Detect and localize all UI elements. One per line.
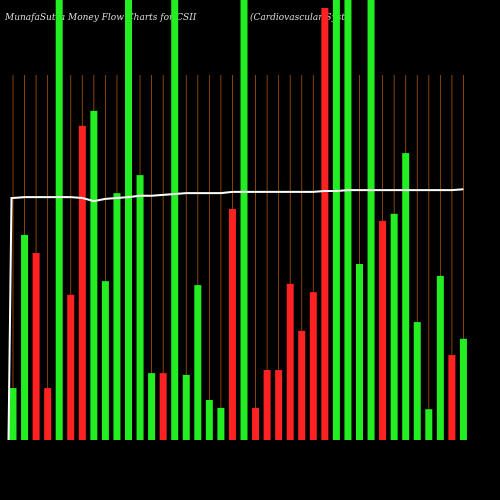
bar	[217, 407, 225, 440]
bar	[332, 0, 340, 440]
bar	[356, 264, 363, 440]
bar	[159, 373, 167, 440]
bar	[113, 193, 121, 440]
bar	[228, 209, 236, 440]
bar	[240, 0, 248, 440]
bar	[298, 330, 306, 440]
bar	[171, 0, 179, 440]
bar	[413, 322, 421, 440]
bar	[182, 374, 190, 440]
bar	[205, 399, 213, 440]
bar	[9, 388, 17, 440]
bar	[275, 370, 283, 440]
bar	[125, 0, 132, 440]
bar	[21, 234, 29, 440]
bar	[321, 7, 329, 440]
bar	[344, 0, 352, 440]
bar	[90, 110, 98, 440]
bar	[32, 253, 40, 440]
bar	[425, 409, 433, 440]
bar	[101, 281, 109, 440]
bar	[252, 407, 260, 440]
bar	[67, 294, 75, 440]
bar	[390, 213, 398, 440]
bar	[286, 283, 294, 440]
bar	[448, 355, 456, 440]
bar	[367, 0, 375, 440]
chart-subtitle: (Cardiovascular Syst	[250, 12, 345, 23]
chart-title: MunafaSutra Money Flow Charts for CSII	[4, 13, 197, 23]
bar	[44, 388, 52, 440]
bar	[78, 125, 86, 440]
bar	[194, 285, 202, 440]
bar	[55, 0, 63, 440]
bar	[136, 175, 144, 440]
bar	[459, 338, 467, 440]
bar	[263, 370, 271, 440]
bar	[309, 292, 317, 440]
price-line	[7, 188, 464, 441]
bar	[148, 373, 156, 440]
bar	[402, 153, 410, 440]
bar	[436, 275, 444, 440]
bar	[379, 220, 387, 440]
